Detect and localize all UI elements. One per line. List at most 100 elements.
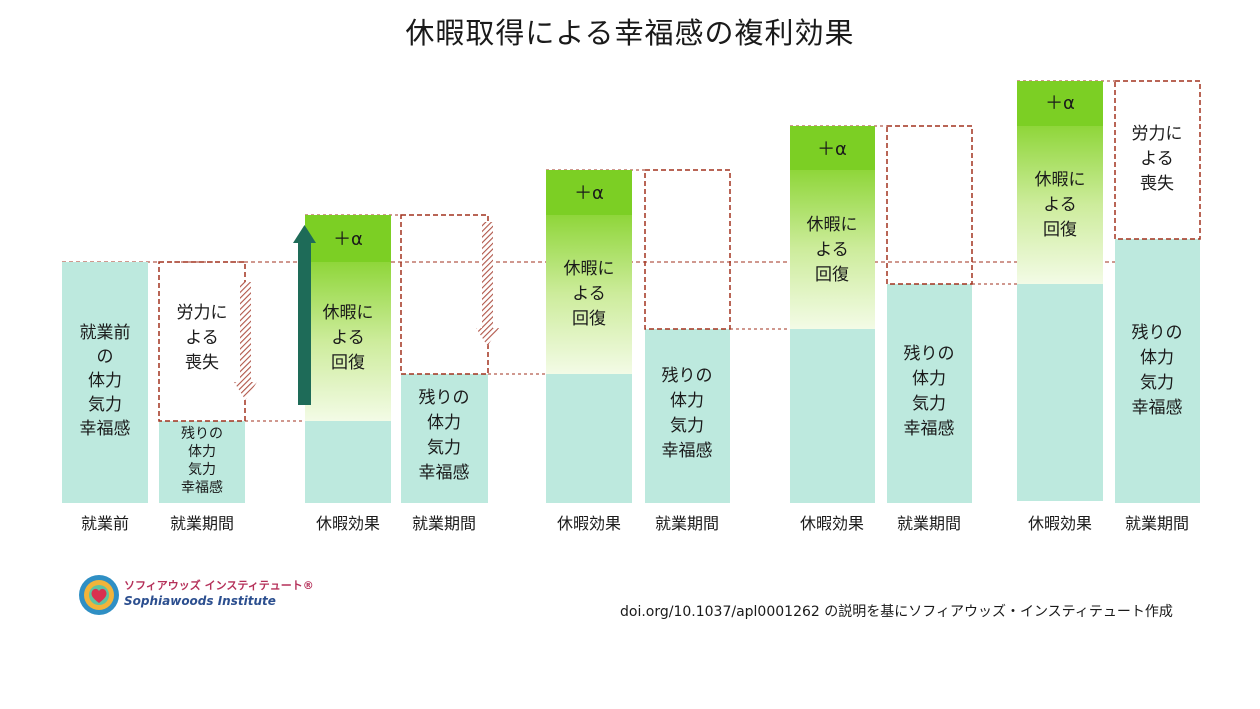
bar-work-period-3: 残りの 体力 気力 幸福感 <box>644 169 731 503</box>
bar-label-line: 幸福感 <box>80 419 131 439</box>
recover-label-line: 回復 <box>1043 220 1077 240</box>
remain-label-line: 幸福感 <box>181 479 223 496</box>
remain-label-line: 体力 <box>670 391 704 411</box>
logo-text-jp: ソフィアウッズ インスティテュート® <box>124 579 314 592</box>
recover-label-line: 回復 <box>815 265 849 285</box>
bar-work-period-1: 労力に よる 喪失 残りの 体力 気力 幸福感 <box>158 261 257 503</box>
axis-label-work-period: 就業期間 <box>170 514 234 533</box>
bar-mint <box>1017 284 1103 501</box>
recover-label-line: よる <box>572 284 606 304</box>
alpha-box <box>305 215 391 262</box>
bar-before-work: 就業前 の 体力 気力 幸福感 <box>62 262 148 503</box>
page-title: 休暇取得による幸福感の複利効果 <box>405 16 855 50</box>
axis-label-before-work: 就業前 <box>81 514 129 533</box>
alpha-box <box>1017 81 1103 126</box>
loss-dashed-box <box>644 169 731 330</box>
alpha-label: ＋α <box>817 139 847 160</box>
bar-mint <box>887 284 972 503</box>
remain-label-line: 気力 <box>1140 373 1174 393</box>
recovery-gradient <box>546 215 632 374</box>
recover-label-line: よる <box>1043 195 1077 215</box>
remain-label-line: 体力 <box>188 444 216 460</box>
recover-label-line: よる <box>331 328 365 348</box>
axis-label-vacation-effect: 休暇効果 <box>557 514 621 533</box>
bar-mint <box>62 262 148 503</box>
recovery-gradient <box>790 170 875 329</box>
axis-label-vacation-effect: 休暇効果 <box>1028 514 1092 533</box>
bar-work-period-5: 労力に よる 喪失 残りの 体力 気力 幸福感 <box>1114 80 1201 503</box>
remain-label-line: 体力 <box>912 369 946 389</box>
bar-label-line: の <box>97 347 114 367</box>
recover-label-line: 休暇に <box>1035 170 1086 190</box>
remain-label-line: 残りの <box>662 366 713 386</box>
remain-label-line: 幸福感 <box>1132 398 1183 418</box>
remain-label-line: 残りの <box>419 388 470 408</box>
alpha-label: ＋α <box>1045 93 1075 114</box>
remain-label-line: 体力 <box>427 413 461 433</box>
bar-mint <box>790 329 875 503</box>
recover-label-line: 休暇に <box>564 259 615 279</box>
remain-label-line: 気力 <box>670 416 704 436</box>
remain-label-line: 幸福感 <box>904 419 955 439</box>
remain-label-line: 体力 <box>1140 348 1174 368</box>
loss-dashed-box <box>158 261 246 422</box>
loss-label-line: 労力に <box>1132 124 1183 144</box>
loss-label-line: 労力に <box>177 303 228 323</box>
bar-mint <box>159 421 245 503</box>
bar-label-line: 就業前 <box>80 323 131 343</box>
axis-label-vacation-effect: 休暇効果 <box>800 514 864 533</box>
recover-label-line: 回復 <box>572 309 606 329</box>
bar-mint <box>305 421 391 503</box>
bar-mint <box>401 374 488 503</box>
recovery-up-arrow <box>293 225 316 405</box>
loss-label-line: よる <box>1140 149 1174 169</box>
remain-label-line: 気力 <box>427 438 461 458</box>
bar-vacation-effect-3: ＋α 休暇に よる 回復 <box>790 126 875 503</box>
logo-text-en: Sophiawoods Institute <box>124 594 276 608</box>
remain-label-line: 気力 <box>188 462 216 478</box>
bar-mint <box>645 329 730 503</box>
remain-label-line: 残りの <box>904 344 955 364</box>
bar-mint <box>546 374 632 503</box>
bar-label-line: 体力 <box>88 371 122 391</box>
axis-label-vacation-effect: 休暇効果 <box>316 514 380 533</box>
remain-label-line: 気力 <box>912 394 946 414</box>
remain-label-line: 幸福感 <box>419 463 470 483</box>
remain-label-line: 残りの <box>1132 323 1183 343</box>
remain-label-line: 残りの <box>181 426 223 442</box>
loss-dashed-box <box>400 214 489 375</box>
bar-mint <box>1115 239 1200 503</box>
axis-label-work-period: 就業期間 <box>412 514 476 533</box>
loss-dashed-box <box>1114 80 1201 240</box>
recovery-gradient <box>305 262 391 421</box>
bar-label-line: 気力 <box>88 395 122 415</box>
recovery-gradient <box>1017 126 1103 284</box>
recover-label-line: よる <box>815 240 849 260</box>
recover-label-line: 休暇に <box>323 303 374 323</box>
bar-vacation-effect-1: ＋α 休暇に よる 回復 <box>293 215 391 503</box>
alpha-box <box>790 126 875 170</box>
loss-label-line: 喪失 <box>185 353 219 373</box>
bar-vacation-effect-2: ＋α 休暇に よる 回復 <box>546 170 632 503</box>
loss-label-line: 喪失 <box>1140 174 1174 194</box>
alpha-label: ＋α <box>333 229 363 250</box>
recover-label-line: 休暇に <box>807 215 858 235</box>
remain-label-line: 幸福感 <box>662 441 713 461</box>
axis-label-work-period: 就業期間 <box>897 514 961 533</box>
axis-label-work-period: 就業期間 <box>1125 514 1189 533</box>
bar-vacation-effect-4: ＋α 休暇に よる 回復 <box>1017 81 1103 501</box>
hatched-down-arrow <box>476 222 499 346</box>
heart-emblem-icon <box>79 575 119 615</box>
bar-work-period-2: 残りの 体力 気力 幸福感 <box>400 214 499 503</box>
loss-label-line: よる <box>185 328 219 348</box>
recover-label-line: 回復 <box>331 353 365 373</box>
source-credit: doi.org/10.1037/apl0001262 の説明を基にソフィアウッズ… <box>620 604 1173 620</box>
axis-label-work-period: 就業期間 <box>655 514 719 533</box>
alpha-box <box>546 170 632 215</box>
sophiawoods-logo: ソフィアウッズ インスティテュート® Sophiawoods Institute <box>78 574 318 618</box>
loss-dashed-box <box>886 125 973 285</box>
bar-work-period-4: 残りの 体力 気力 幸福感 <box>886 125 973 503</box>
hatched-down-arrow <box>234 282 257 400</box>
alpha-label: ＋α <box>574 183 604 204</box>
